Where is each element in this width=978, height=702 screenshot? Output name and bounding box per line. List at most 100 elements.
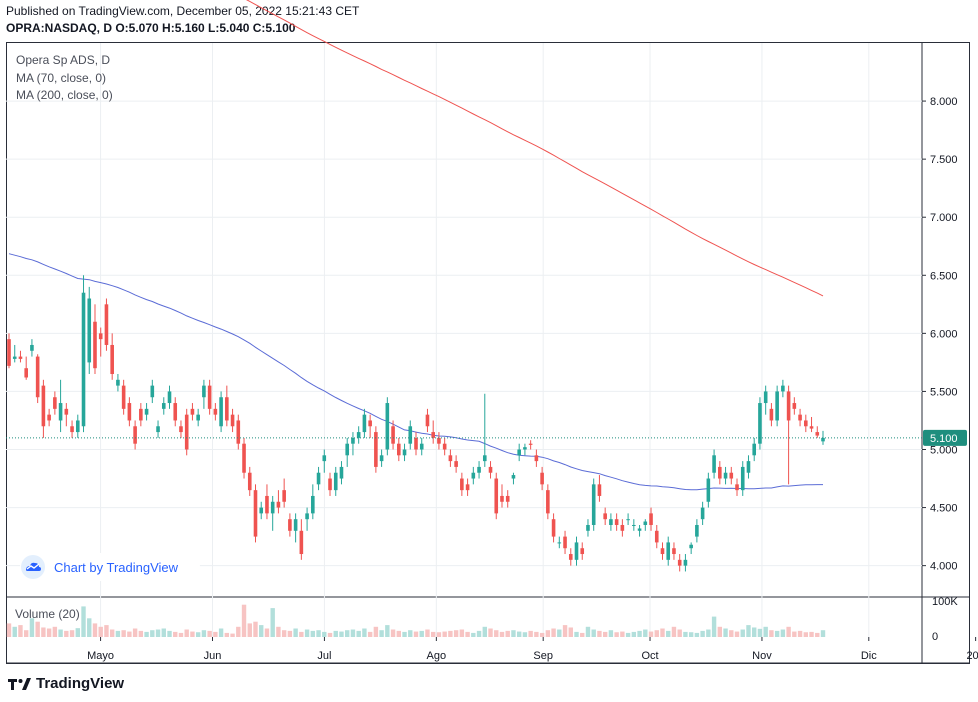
candle-body xyxy=(356,432,361,438)
volume-bar xyxy=(259,625,264,637)
candle-body xyxy=(546,490,550,514)
candle-body xyxy=(580,548,585,555)
volume-bar xyxy=(276,626,281,637)
volume-bar xyxy=(809,631,814,637)
volume-tick-label: 0 xyxy=(932,631,938,643)
x-tick-label: Mayo xyxy=(87,650,114,662)
volume-bar xyxy=(367,631,373,637)
volume-bar xyxy=(362,628,367,637)
volume-bar xyxy=(694,632,700,637)
volume-bar xyxy=(631,631,637,637)
volume-bar xyxy=(46,628,52,637)
candle-body xyxy=(333,472,338,491)
candle-body xyxy=(351,437,355,444)
volume-bar xyxy=(528,630,533,637)
candle-body xyxy=(511,475,516,479)
candle-body xyxy=(225,397,229,421)
candle-body xyxy=(477,466,481,473)
candle-body xyxy=(414,437,418,450)
volume-bar xyxy=(287,630,293,637)
volume-pane-label: Volume (20) xyxy=(15,607,80,621)
candle-body xyxy=(591,484,596,525)
candle-body xyxy=(368,420,372,427)
candle-body xyxy=(792,403,797,409)
candle-body xyxy=(316,472,321,485)
volume-bar xyxy=(413,631,419,637)
volume-bar xyxy=(637,630,642,637)
chart-by-tradingview-badge[interactable]: Chart by TradingView xyxy=(20,553,200,581)
x-tick-label: 202 xyxy=(966,650,978,662)
volume-bar xyxy=(92,623,98,637)
x-tick-label: Sep xyxy=(533,650,553,662)
volume-bar xyxy=(18,625,23,637)
candle-body xyxy=(448,455,453,462)
volume-bar xyxy=(264,628,270,637)
volume-bar xyxy=(190,631,195,637)
y-tick-label: 5.500 xyxy=(930,386,958,398)
candle-body xyxy=(64,408,69,415)
volume-bar xyxy=(213,631,218,637)
volume-bar xyxy=(608,630,614,637)
volume-bar xyxy=(270,608,275,637)
volume-bar xyxy=(711,616,717,637)
candle-body xyxy=(465,484,470,491)
candle-body xyxy=(437,437,441,444)
candle-body xyxy=(574,542,579,560)
x-tick-label: Nov xyxy=(752,650,772,662)
candle-body xyxy=(769,408,774,421)
candle-body xyxy=(425,414,430,427)
volume-bar xyxy=(534,631,539,637)
volume-bar xyxy=(620,631,625,637)
candle-body xyxy=(740,466,745,491)
candle-body xyxy=(523,447,527,450)
volume-bar xyxy=(339,631,344,637)
candle-body xyxy=(110,344,114,375)
candle-body xyxy=(563,536,567,549)
cloud-logo-icon xyxy=(21,555,45,579)
candle-body xyxy=(379,455,384,462)
volume-bar xyxy=(815,632,820,637)
candle-body xyxy=(276,501,281,508)
volume-bar xyxy=(167,630,172,637)
volume-bar xyxy=(390,629,396,637)
volume-bar xyxy=(253,621,258,637)
candle-body xyxy=(597,484,602,496)
volume-bar xyxy=(75,628,80,637)
volume-bar xyxy=(557,629,562,637)
candle-body xyxy=(786,391,791,421)
volume-bar xyxy=(700,630,705,637)
ticker-ohlc-line: OPRA:NASDAQ, D O:5.070 H:5.160 L:5.040 C… xyxy=(6,21,296,35)
volume-bar xyxy=(144,631,149,637)
credit-text[interactable]: Chart by TradingView xyxy=(54,559,179,575)
candle-body xyxy=(144,408,149,415)
volume-bar xyxy=(178,632,184,637)
candle-body xyxy=(534,455,539,462)
volume-bar xyxy=(150,630,155,637)
candle-body xyxy=(93,321,97,369)
volume-bar xyxy=(471,632,476,637)
candle-body xyxy=(121,385,126,409)
last-price-label: 5.100 xyxy=(930,433,958,445)
candle-body xyxy=(551,519,556,537)
candle-body xyxy=(419,443,424,450)
legend-title: Opera Sp ADS, D xyxy=(16,53,111,67)
volume-bar xyxy=(803,632,809,637)
volume-bar xyxy=(643,629,648,637)
candle-body xyxy=(150,385,155,398)
volume-bar xyxy=(505,630,510,637)
volume-bar xyxy=(195,632,201,637)
candle-body xyxy=(660,548,665,555)
volume-bar xyxy=(322,631,327,637)
candle-body xyxy=(821,437,825,442)
footer-brand[interactable]: TradingView xyxy=(8,675,124,692)
candle-body xyxy=(718,466,722,479)
volume-bar xyxy=(551,628,556,637)
volume-bar xyxy=(734,631,740,637)
legend-ma70: MA (70, close, 0) xyxy=(16,71,107,85)
volume-bar xyxy=(69,630,75,637)
volume-bar xyxy=(402,631,407,637)
candle-body xyxy=(247,472,252,491)
candle-body xyxy=(282,490,286,502)
candle-body xyxy=(809,426,814,429)
